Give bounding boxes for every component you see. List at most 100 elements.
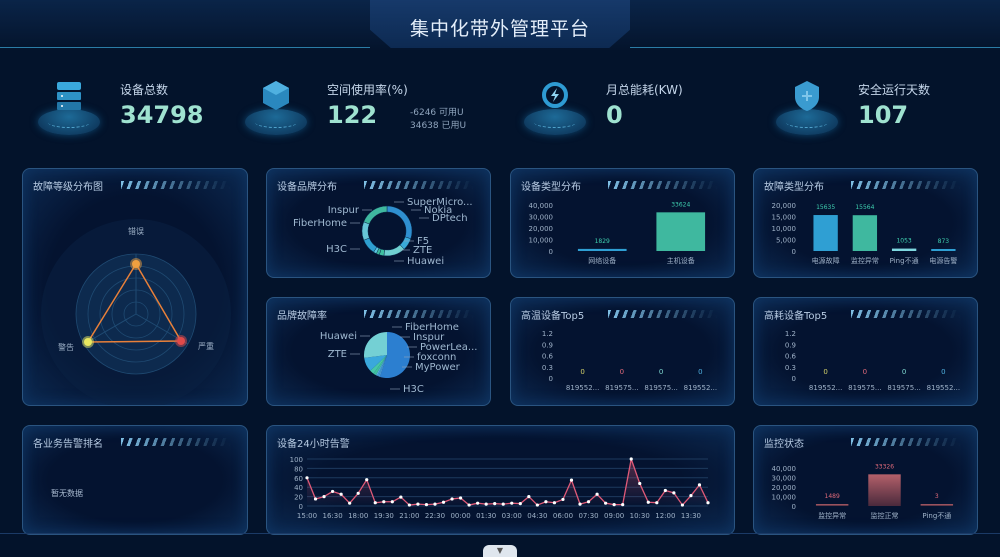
- slice-label: foxconn: [417, 352, 456, 363]
- y-tick-label: 0: [792, 248, 796, 256]
- data-point: [586, 500, 591, 504]
- data-point: [569, 478, 574, 482]
- y-tick-label: 5,000: [776, 237, 796, 245]
- data-point: [646, 500, 650, 504]
- shield-icon: [792, 79, 822, 113]
- panel-title: 故障类型分布: [764, 182, 824, 193]
- slice-label: Inspur: [413, 332, 445, 343]
- stat-value: 122: [327, 101, 378, 129]
- panel-title: 品牌故障率: [277, 311, 327, 322]
- panel-title: 设备24小时告警: [277, 439, 350, 450]
- stat-value: 34798: [120, 101, 204, 129]
- available-u: -6246 可用U: [410, 108, 464, 118]
- stat-label: 安全运行天数: [858, 83, 931, 97]
- donut-slice: [361, 221, 370, 241]
- alarm-line: [306, 458, 709, 506]
- decor-stripes: [364, 181, 474, 189]
- chart-brand_fault: H3C MyPowerfoxconnPowerLea...InspurFiberH…: [320, 322, 478, 395]
- bar-value-label: 3: [935, 493, 939, 500]
- bar: [813, 215, 838, 251]
- x-tick-label: 819552...: [566, 384, 599, 392]
- slice-label: FiberHome: [405, 322, 459, 333]
- chart-high_power: 0 0.3 0.6 0.9 1.2 0 819552... 0 819575... 0 819575…: [785, 330, 960, 392]
- x-tick-label: 819552...: [927, 384, 960, 392]
- panel-fault-level: 故障等级分布图 错误 严重 警告: [22, 168, 248, 406]
- data-point: [493, 502, 497, 506]
- pie-slice: [370, 355, 387, 374]
- decor-stripes: [364, 310, 474, 318]
- donut-slice: [363, 237, 378, 253]
- expand-toggle-button[interactable]: ▼: [483, 545, 517, 557]
- slice-label: DPtech: [432, 213, 468, 224]
- bar-value-label: 33624: [671, 201, 690, 208]
- data-point: [390, 500, 394, 504]
- panel-high-temp-top5: 高温设备Top5 0 0.3 0.6 0.9 1.2 0 819552... 0 819575.…: [510, 297, 735, 406]
- slice-label: Huawei: [407, 256, 444, 267]
- y-tick-label: 30,000: [529, 214, 554, 222]
- pie-slice: [378, 355, 387, 377]
- panel-monitor-status: 监控状态 0 10,000 20,000 30,000 40,000 1489 监控异常 33…: [753, 425, 978, 535]
- data-point: [356, 491, 360, 495]
- data-point: [578, 502, 582, 506]
- data-point: [663, 488, 667, 493]
- data-point: [433, 502, 437, 506]
- bar: [891, 248, 917, 251]
- bar-value-label: 15564: [855, 204, 874, 211]
- stat-value: 0: [606, 101, 623, 129]
- x-tick-label: 19:30: [374, 512, 394, 520]
- bar-value-label: 33326: [875, 463, 894, 470]
- data-point: [467, 503, 471, 507]
- data-point: [697, 483, 702, 487]
- header-title-plate: [370, 0, 630, 48]
- bar: [577, 248, 627, 251]
- pie-slice: [377, 355, 387, 377]
- data-point: [399, 495, 403, 499]
- data-point: [527, 495, 531, 499]
- y-tick-label: 0.6: [785, 353, 797, 361]
- data-point: [424, 502, 429, 507]
- x-tick-label: 07:30: [578, 512, 598, 520]
- y-tick-label: 0: [792, 375, 796, 383]
- y-tick-label: 10,000: [772, 494, 797, 502]
- bar: [852, 215, 878, 251]
- x-tick-label: 819575...: [644, 384, 677, 392]
- donut-slice: [386, 205, 413, 240]
- data-point: [348, 501, 352, 505]
- x-tick-label: 01:30: [476, 512, 496, 520]
- donut-slice: [363, 205, 388, 225]
- panel-brand-distribution: 设备品牌分布 Huawei ZTE F5 DPtech Nokia SuperMicro.…: [266, 168, 491, 278]
- bar-value-label: 0: [698, 368, 702, 376]
- data-point: [365, 478, 369, 482]
- bar-value-label: 1489: [825, 493, 840, 500]
- y-tick-label: 0.9: [785, 341, 796, 349]
- slice-label: ZTE: [413, 245, 432, 256]
- stat-value: 107: [858, 101, 909, 129]
- decor-stripes: [851, 181, 961, 189]
- bar: [868, 474, 901, 506]
- bar: [931, 248, 956, 251]
- bar-value-label: 1829: [595, 238, 610, 245]
- panel-title: 高耗设备Top5: [764, 311, 828, 322]
- x-tick-label: 09:00: [604, 512, 624, 520]
- panel-title: 故障等级分布图: [33, 182, 103, 193]
- slice-label: FiberHome: [293, 218, 347, 229]
- panel-title: 设备类型分布: [521, 182, 581, 193]
- decor-stripes: [851, 438, 961, 446]
- pie-slice: [373, 355, 387, 376]
- x-tick-label: 12:00: [655, 512, 675, 520]
- x-tick-label: 电源故障: [812, 256, 840, 265]
- data-point: [416, 502, 420, 506]
- panel-title: 各业务告警排名: [33, 439, 103, 450]
- cube-icon: [261, 79, 291, 113]
- data-point: [458, 496, 463, 500]
- chart-high_temp: 0 0.3 0.6 0.9 1.2 0 819552... 0 819575... 0 819575…: [542, 330, 717, 392]
- radar-area: [86, 262, 183, 343]
- y-tick-label: 30,000: [772, 475, 797, 483]
- data-point: [441, 500, 446, 504]
- bar: [920, 504, 954, 506]
- x-tick-label: 06:00: [553, 512, 573, 520]
- data-point: [313, 497, 318, 501]
- data-point: [672, 491, 676, 495]
